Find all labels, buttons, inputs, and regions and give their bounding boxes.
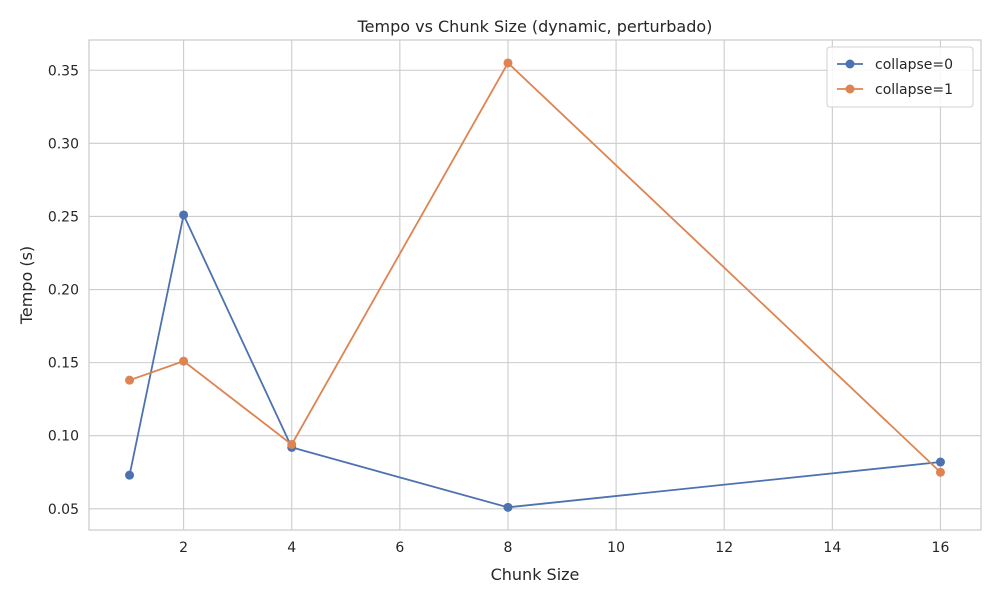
y-tick-label: 0.15 bbox=[48, 356, 79, 372]
tick-labels: 2 4 6 8 10 12 14 16 0.05 0.10 0.15 0.20 0.25 0.30 0.35 bbox=[48, 63, 950, 556]
series bbox=[125, 58, 945, 512]
x-tick-label: 12 bbox=[715, 540, 733, 556]
data-point bbox=[935, 457, 945, 467]
data-point bbox=[503, 502, 513, 512]
x-tick-label: 2 bbox=[179, 540, 188, 556]
legend-item: collapse=0 bbox=[837, 57, 953, 73]
data-point bbox=[179, 210, 189, 220]
y-tick-label: 0.10 bbox=[48, 429, 79, 445]
x-tick-label: 16 bbox=[932, 540, 950, 556]
y-tick-label: 0.30 bbox=[48, 136, 79, 152]
y-tick-label: 0.35 bbox=[48, 63, 79, 79]
data-point bbox=[179, 356, 189, 366]
series-line bbox=[128, 212, 941, 509]
legend-label: collapse=0 bbox=[875, 57, 953, 73]
chart-title: Tempo vs Chunk Size (dynamic, perturbado… bbox=[357, 17, 713, 36]
legend-label: collapse=1 bbox=[875, 82, 953, 98]
legend-box bbox=[826, 46, 974, 108]
data-point bbox=[935, 467, 945, 477]
series-collapse=1 bbox=[125, 58, 945, 477]
series-line bbox=[129, 61, 942, 473]
x-axis-label: Chunk Size bbox=[491, 565, 580, 584]
y-axis-label: Tempo (s) bbox=[17, 246, 36, 325]
y-tick-label: 0.20 bbox=[48, 283, 79, 299]
legend-item: collapse=1 bbox=[837, 82, 953, 98]
y-tick-label: 0.05 bbox=[48, 502, 79, 518]
x-tick-label: 14 bbox=[823, 540, 841, 556]
legend-marker bbox=[845, 84, 855, 94]
x-tick-label: 6 bbox=[395, 540, 404, 556]
x-tick-label: 8 bbox=[504, 540, 513, 556]
data-point bbox=[125, 470, 135, 480]
data-point bbox=[125, 375, 135, 385]
grid bbox=[89, 40, 981, 530]
legend-marker bbox=[845, 59, 855, 69]
x-tick-label: 4 bbox=[287, 540, 296, 556]
data-point bbox=[287, 439, 297, 449]
data-point bbox=[503, 58, 513, 68]
legend: collapse=0 collapse=1 bbox=[826, 46, 974, 108]
plot-area-frame bbox=[88, 39, 982, 531]
x-tick-label: 10 bbox=[607, 540, 625, 556]
y-tick-label: 0.25 bbox=[48, 209, 79, 225]
